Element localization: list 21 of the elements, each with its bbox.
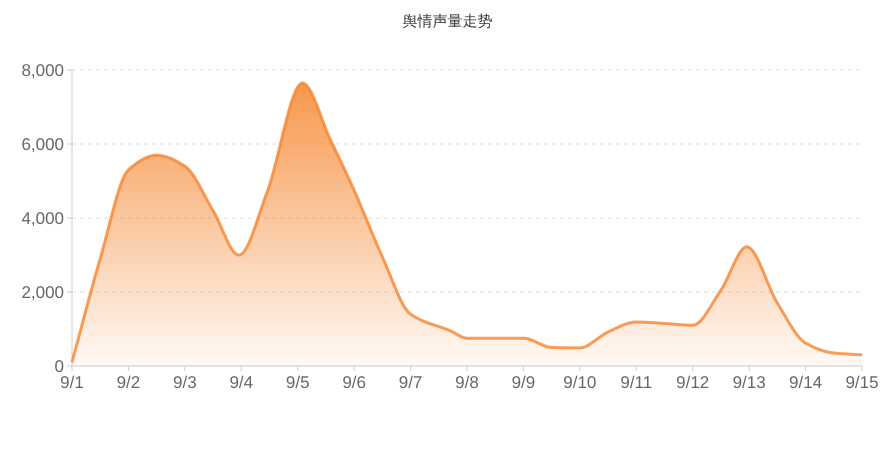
y-tick-label: 0 [54, 357, 64, 376]
y-tick-label: 2,000 [21, 283, 64, 302]
y-tick-label: 8,000 [21, 61, 64, 80]
y-tick-label: 4,000 [21, 209, 64, 228]
x-tick-label: 9/8 [455, 373, 479, 392]
chart-title: 舆情声量走势 [402, 13, 492, 30]
x-tick-label: 9/5 [286, 373, 310, 392]
x-tick-label: 9/1 [60, 373, 84, 392]
x-tick-label: 9/7 [398, 373, 422, 392]
x-tick-label: 9/11 [620, 373, 652, 392]
x-tick-label: 9/4 [229, 373, 254, 392]
x-tick-label: 9/10 [563, 373, 596, 392]
x-tick-label: 9/15 [845, 373, 879, 392]
y-tick-label: 6,000 [21, 135, 64, 154]
x-tick-label: 9/12 [676, 373, 710, 392]
x-tick-label: 9/14 [789, 373, 822, 392]
x-tick-label: 9/13 [732, 373, 766, 392]
x-tick-label: 9/2 [116, 373, 140, 392]
x-tick-label: 9/3 [173, 373, 197, 392]
x-tick-label: 9/6 [342, 373, 366, 392]
x-tick-label: 9/9 [512, 373, 536, 392]
